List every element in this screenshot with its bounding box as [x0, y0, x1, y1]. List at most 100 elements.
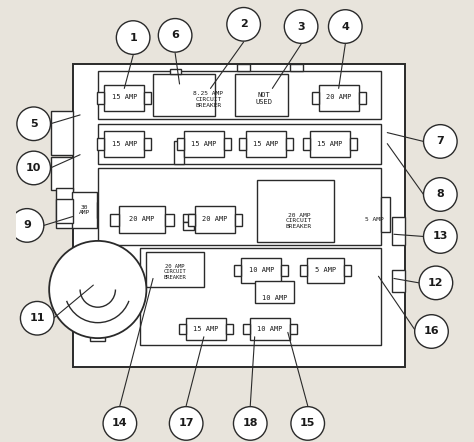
Circle shape — [10, 209, 44, 242]
Bar — [290, 64, 303, 71]
Circle shape — [291, 407, 325, 440]
Circle shape — [158, 19, 192, 52]
Bar — [98, 71, 381, 119]
Circle shape — [328, 10, 362, 43]
Bar — [250, 318, 290, 340]
Bar — [239, 138, 246, 150]
Bar — [104, 85, 144, 111]
Bar — [310, 131, 350, 157]
Bar — [300, 265, 307, 276]
Text: 8: 8 — [437, 190, 444, 199]
Bar — [235, 213, 242, 225]
Bar — [234, 265, 241, 276]
Bar — [97, 202, 101, 218]
Text: 18: 18 — [243, 419, 258, 428]
Bar — [140, 248, 381, 345]
Circle shape — [284, 10, 318, 43]
Circle shape — [169, 407, 203, 440]
Bar — [358, 92, 366, 104]
Text: 10: 10 — [26, 163, 41, 173]
Bar — [144, 92, 151, 104]
Bar — [311, 92, 319, 104]
Text: NOT
USED: NOT USED — [255, 91, 273, 105]
Text: 12: 12 — [428, 278, 444, 288]
Text: 14: 14 — [112, 419, 128, 428]
Bar — [188, 213, 195, 225]
Text: 13: 13 — [433, 232, 448, 241]
Text: 20 AMP
CIRCUIT
BREAKER: 20 AMP CIRCUIT BREAKER — [286, 213, 312, 229]
Bar — [177, 138, 184, 150]
Bar — [235, 74, 288, 116]
Bar — [97, 92, 104, 104]
Text: 15 AMP: 15 AMP — [111, 94, 137, 100]
Bar — [257, 180, 334, 242]
Text: 10 AMP: 10 AMP — [257, 326, 283, 332]
Circle shape — [116, 21, 150, 54]
Text: 15 AMP: 15 AMP — [193, 326, 219, 332]
Bar — [56, 199, 73, 223]
Bar — [243, 324, 250, 334]
Text: 9: 9 — [23, 221, 31, 230]
Bar — [174, 141, 184, 164]
Circle shape — [17, 151, 50, 185]
Bar — [146, 252, 204, 287]
Bar — [392, 217, 405, 245]
Bar — [119, 206, 165, 233]
Text: 5: 5 — [30, 119, 37, 129]
Bar — [195, 206, 235, 233]
Bar — [144, 138, 151, 150]
Text: 8.25 AMP
CIRCUIT
BREAKER: 8.25 AMP CIRCUIT BREAKER — [193, 91, 223, 108]
Circle shape — [424, 178, 457, 211]
Text: 20 AMP: 20 AMP — [129, 216, 155, 222]
Text: 2: 2 — [240, 19, 247, 29]
Text: 4: 4 — [341, 22, 349, 31]
Text: 10 AMP: 10 AMP — [262, 295, 287, 301]
Circle shape — [20, 301, 54, 335]
Circle shape — [419, 266, 453, 300]
Text: 15 AMP: 15 AMP — [317, 141, 343, 147]
Bar — [68, 202, 73, 218]
Bar — [165, 213, 173, 225]
Bar — [290, 324, 297, 334]
Text: 5 AMP: 5 AMP — [365, 217, 383, 222]
Bar — [286, 138, 293, 150]
Bar — [246, 131, 286, 157]
Bar — [241, 258, 281, 283]
Bar — [183, 222, 194, 230]
Bar — [381, 197, 391, 232]
Text: 15 AMP: 15 AMP — [191, 141, 217, 147]
Bar — [73, 64, 405, 367]
Bar — [98, 168, 381, 245]
Circle shape — [49, 241, 146, 338]
Bar — [255, 281, 294, 303]
Bar — [186, 318, 226, 340]
Text: 6: 6 — [171, 30, 179, 40]
Text: 16: 16 — [424, 327, 439, 336]
Text: 10 AMP: 10 AMP — [248, 267, 274, 273]
Text: 20 AMP: 20 AMP — [326, 94, 351, 100]
Circle shape — [424, 125, 457, 158]
Bar — [184, 131, 224, 157]
Bar — [56, 188, 73, 228]
Text: 1: 1 — [129, 33, 137, 42]
Bar — [104, 131, 144, 157]
Bar — [90, 328, 105, 341]
Bar — [319, 85, 358, 111]
Bar — [51, 157, 73, 190]
Bar — [307, 258, 344, 283]
Bar — [179, 324, 186, 334]
Text: 17: 17 — [178, 419, 194, 428]
Bar — [153, 74, 215, 116]
Bar — [303, 138, 310, 150]
Bar — [237, 64, 250, 71]
Bar — [392, 270, 405, 292]
Bar — [183, 214, 194, 222]
Circle shape — [415, 315, 448, 348]
Circle shape — [103, 407, 137, 440]
Bar — [344, 265, 351, 276]
Bar — [98, 124, 381, 164]
Text: 7: 7 — [437, 137, 444, 146]
Text: 15 AMP: 15 AMP — [111, 141, 137, 147]
Text: 15: 15 — [300, 419, 315, 428]
Bar — [350, 138, 357, 150]
